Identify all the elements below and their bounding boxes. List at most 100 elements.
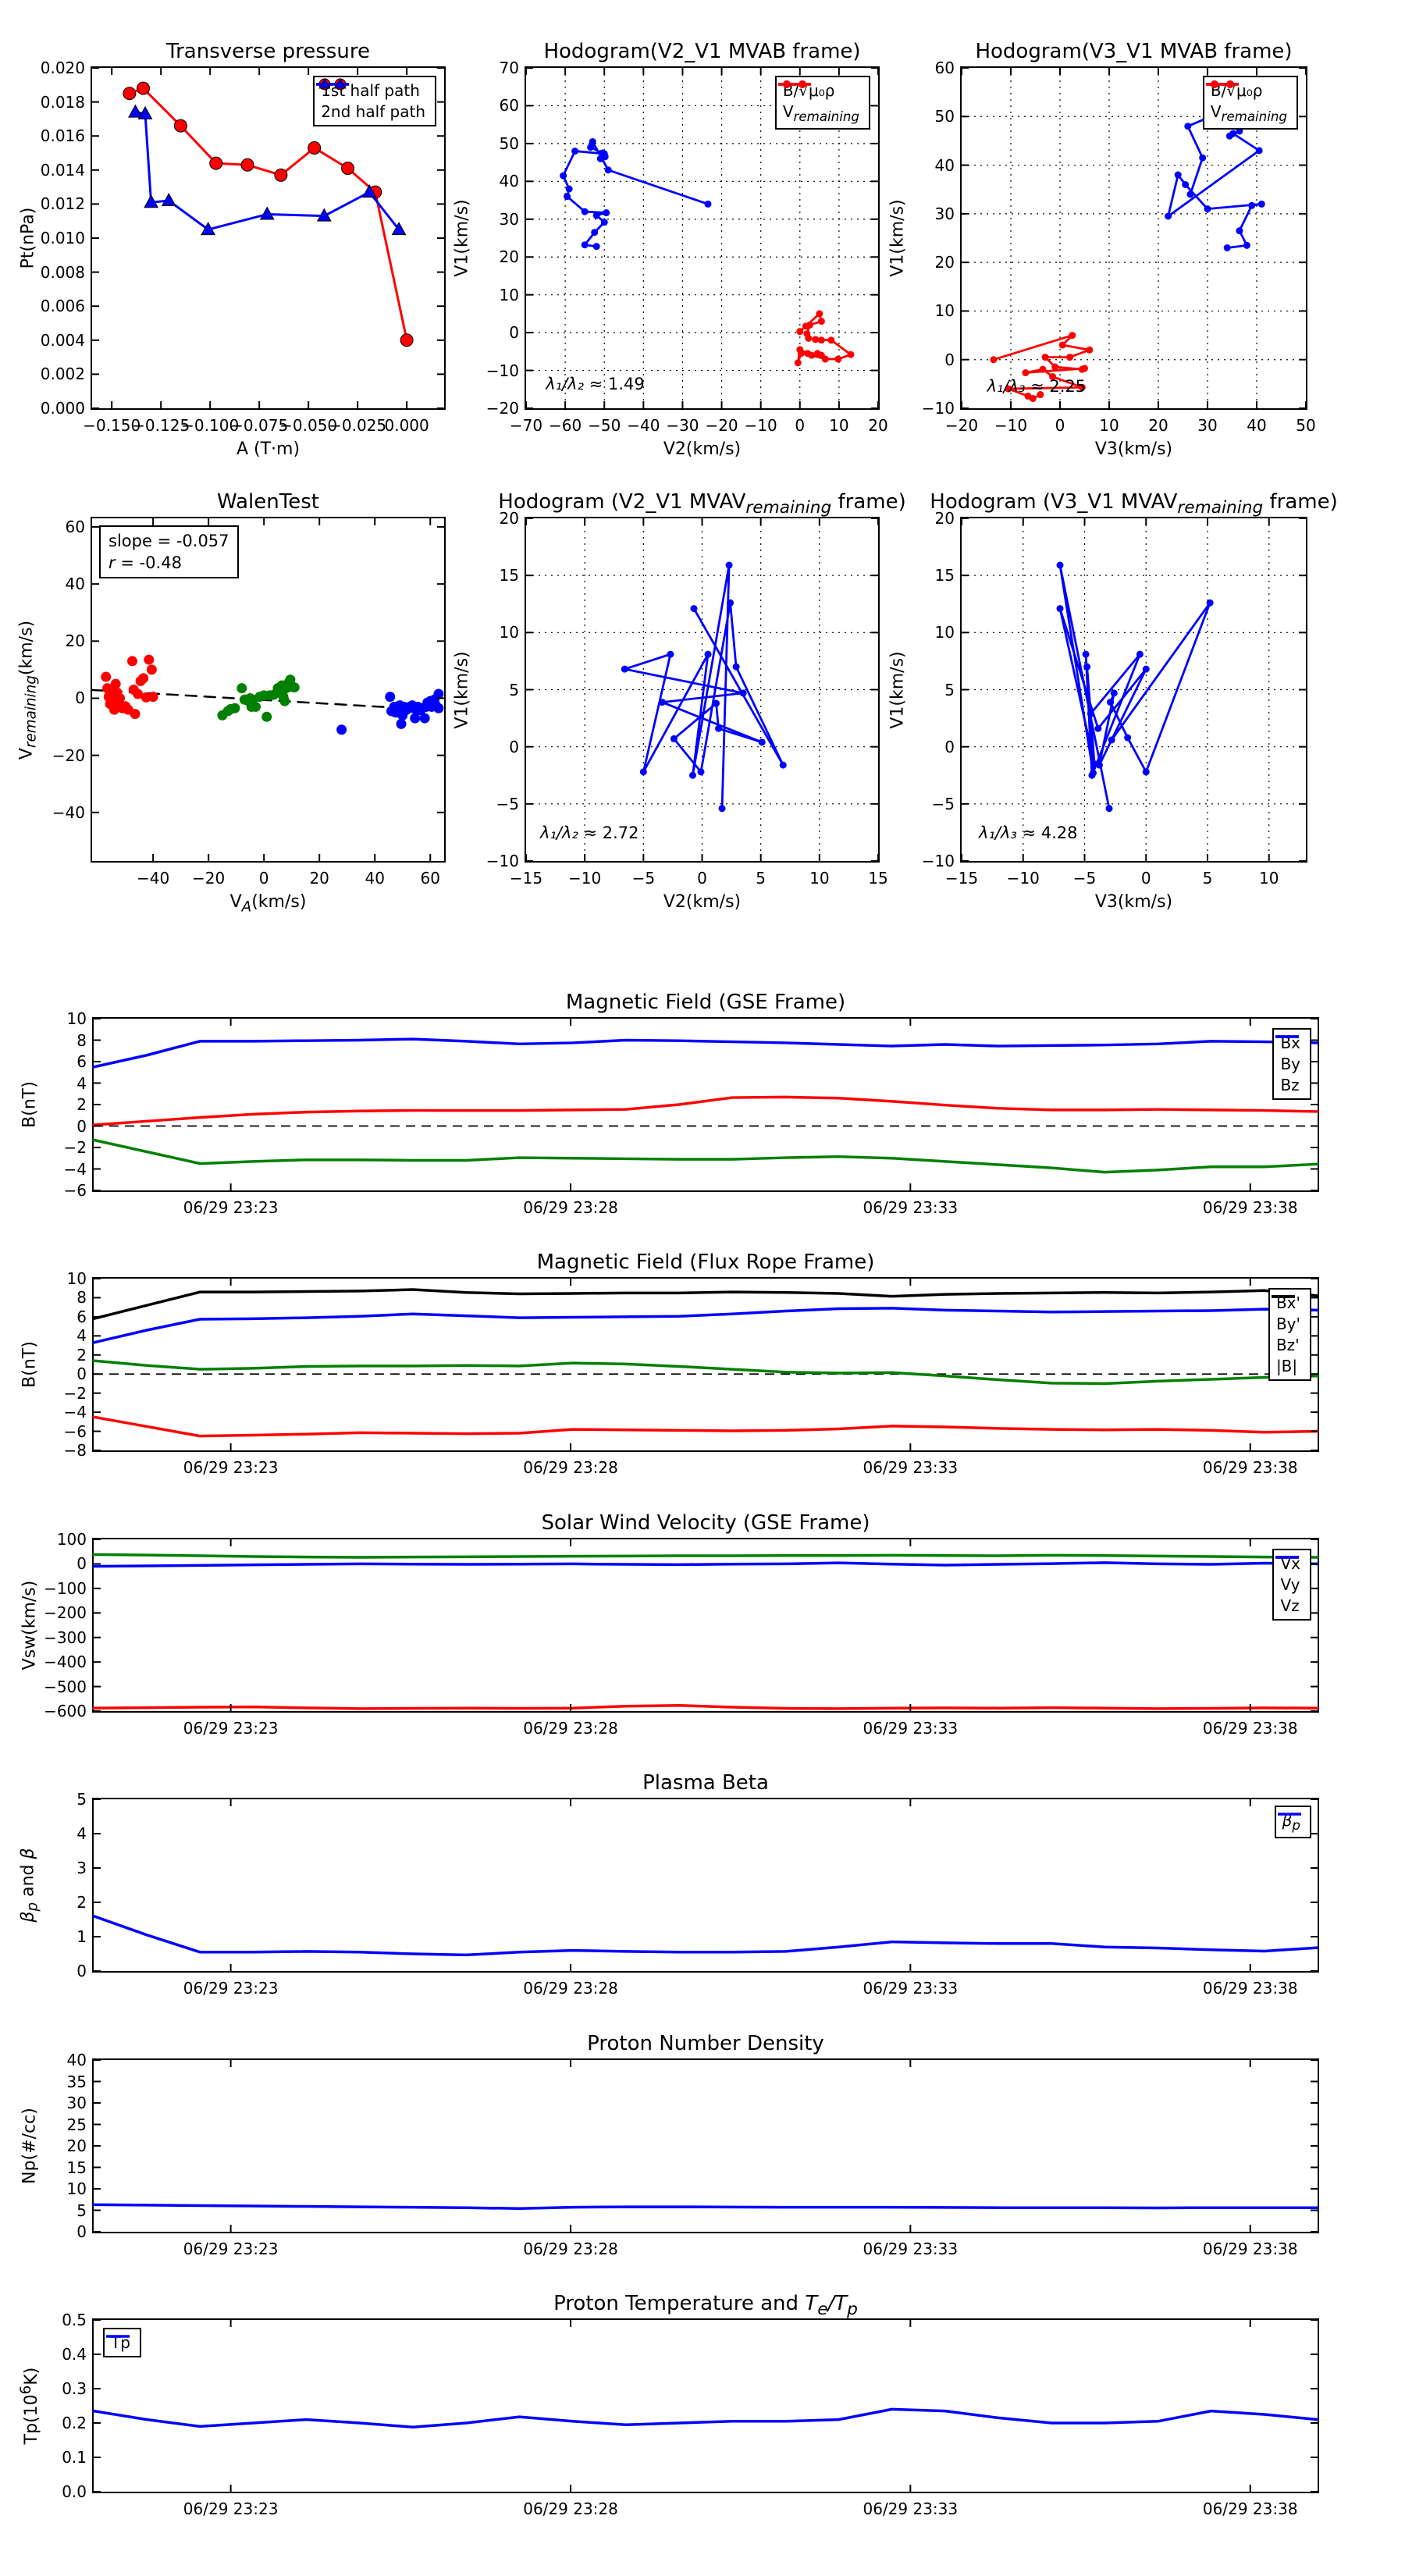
hodogram-v3v1-mvab-ytick-label: 10 [934,301,955,321]
hodogram-v3v1-mvab-xtick-label: 10 [1099,416,1119,435]
magnetic-field-gse-legend-item: Bz [1275,1035,1300,1094]
hodogram-v2v1-mvab-canvas [525,67,879,409]
proton-temperature-ylabel: Tp(106K) [17,2367,42,2445]
solar-wind-velocity-ytick-label: −200 [44,1603,87,1623]
hodogram-v3v1-mvab-ytick-label: 30 [934,204,955,223]
plasma-beta-canvas [92,1799,1319,1972]
solar-wind-velocity-legend-label: Vz [1280,1596,1300,1615]
hodogram-v2v1-mvab-xtick-label: −50 [588,416,621,435]
proton-number-density-xtick-label: 06/29 23:28 [523,2240,618,2258]
hodogram-v2v1-mvab-xtick-label: 0 [795,416,806,435]
hodogram-v3v1-mvav-xtick-label: 10 [1259,869,1279,888]
magnetic-field-gse-ytick-label: −4 [63,1159,87,1179]
hodogram-v2v1-mvav-xtick-label: −15 [509,869,543,888]
walen-test-xtick-label: 0 [258,869,269,888]
magnetic-field-gse-ylabel: B(nT) [20,1081,40,1128]
magnetic-field-gse-ytick-label: 10 [66,1009,87,1028]
magnetic-field-gse-legend-item: By [1275,1035,1300,1073]
hodogram-v3v1-mvab-xtick-label: 20 [1148,416,1168,435]
hodogram-v2v1-mvab-xtick-label: −30 [666,416,699,435]
2nd half path-legend-line [316,77,350,89]
hodogram-v2v1-mvav-ytick-label: 0 [509,737,519,756]
walen-test-ylabel: Vremaining(km/s) [16,620,40,760]
hodogram-v3v1-mvav-xtick-label: 5 [1202,869,1213,888]
hodogram-v3v1-mvav-ytick-label: −5 [931,794,955,813]
hodogram-v3v1-mvav-xtick-label: −10 [1006,869,1040,888]
plasma-beta-ytick-label: 4 [76,1824,87,1843]
walen-test-ytick-label: 60 [65,517,85,536]
magnetic-field-flux-rope-ytick-label: 2 [76,1345,87,1364]
plasma-beta-ytick-label: 5 [76,1790,87,1809]
transverse-pressure-ytick-label: 0.020 [40,59,85,77]
solar-wind-velocity-legend-item: Vy [1275,1556,1300,1594]
hodogram-v2v1-mvav-ytick-label: −10 [486,852,519,870]
hodogram-v2v1-mvav-xtick-label: 5 [756,869,767,888]
hodogram-v3v1-mvav-xtick-label: −15 [944,869,979,888]
walen-test-annotation-0: slope = -0.057 r = -0.48 [99,525,239,579]
hodogram-v2v1-mvab-ytick-label: 30 [499,209,519,229]
transverse-pressure-title: Transverse pressure [166,40,370,63]
hodogram-v3v1-mvab-legend-item: Vremaining [1205,80,1287,124]
magnetic-field-gse-ytick-label: 0 [76,1116,87,1136]
walen-test-xtick-label: 40 [365,869,385,888]
hodogram-v3v1-mvab-xtick-label: 40 [1247,416,1267,435]
proton-number-density-xtick-label: 06/29 23:23 [183,2240,279,2258]
solar-wind-velocity-ytick-label: 100 [56,1530,87,1549]
magnetic-field-flux-rope-legend: Bx' By' Bz' |B| [1268,1288,1311,1381]
plasma-beta-xtick-label: 06/29 23:28 [523,1979,618,1998]
magnetic-field-gse-xtick-label: 06/29 23:33 [863,1198,959,1217]
hodogram-v2v1-mvav-xtick-label: 0 [697,869,707,888]
hodogram-v2v1-mvav-ytick-label: 5 [509,680,519,699]
Vremaining-legend-line [777,80,811,88]
hodogram-v2v1-mvav-xtick-label: −5 [631,869,656,888]
proton-temperature-xtick-label: 06/29 23:38 [1202,2500,1298,2518]
hodogram-v2v1-mvab-xtick-label: −70 [509,416,543,435]
hodogram-v3v1-mvav-title: Hodogram (V3_V1 MVAVremaining frame) [930,490,1338,518]
walen-test-ytick-label: −40 [52,802,85,822]
proton-temperature-title: Proton Temperature and Te/Tp [553,2292,858,2320]
magnetic-field-flux-rope-legend-item: |B| [1271,1295,1300,1375]
transverse-pressure-xtick-label: −0.025 [329,416,387,435]
proton-number-density-ytick-label: 35 [66,2072,87,2091]
magnetic-field-flux-rope-ytick-label: 10 [66,1269,87,1288]
proton-number-density-ytick-label: 30 [66,2094,87,2112]
transverse-pressure-xtick-label: −0.075 [230,416,289,435]
proton-number-density-ytick-label: 0 [76,2222,87,2241]
transverse-pressure-ytick-label: 0.002 [40,365,85,384]
solar-wind-velocity-xtick-label: 06/29 23:28 [523,1719,618,1738]
plasma-beta-ylabel: βp and β [18,1848,41,1923]
magnetic-field-gse-xtick-label: 06/29 23:23 [183,1198,279,1217]
hodogram-v2v1-mvab-title: Hodogram(V2_V1 MVAB frame) [543,40,861,63]
hodogram-v3v1-mvab-legend: B/√μ₀ρ Vremaining [1202,76,1298,130]
hodogram-v3v1-mvav-xlabel: V3(km/s) [1094,892,1173,912]
plasma-beta-title: Plasma Beta [642,1771,769,1795]
transverse-pressure-ytick-label: 0.010 [40,229,85,247]
proton-temperature-ytick-label: 0.4 [62,2345,87,2364]
magnetic-field-gse-plot: 06/29 23:23 06/29 23:28 06/29 23:33 06/29 2… [20,991,1319,1217]
hodogram-v2v1-mvav-xlabel: V2(km/s) [663,892,742,912]
hodogram-v2v1-mvab-xtick-label: −40 [627,416,660,435]
magnetic-field-gse-xtick-label: 06/29 23:38 [1202,1198,1298,1217]
magnetic-field-flux-rope-ytick-label: 8 [76,1288,87,1308]
proton-temperature-ytick-label: 0.2 [62,2414,87,2432]
plasma-beta-xtick-label: 06/29 23:38 [1202,1979,1298,1998]
magnetic-field-flux-rope-ytick-label: −6 [63,1421,87,1441]
transverse-pressure-ytick-label: 0.012 [40,194,85,214]
hodogram-v2v1-mvav-annotation-0: λ₁/λ₂ ≈ 2.72 [540,823,639,842]
plasma-beta-legend-label: βp [1282,1811,1300,1833]
magnetic-field-gse-canvas [92,1018,1319,1191]
hodogram-v3v1-mvav-plot: −15 −10 −5 0 5 10 −10 −5 0 5 10 15 20 Hodogram (V3_V1… [888,490,1338,912]
transverse-pressure-legend-item: 2nd half path [316,77,425,121]
hodogram-v2v1-mvav-ytick-label: 20 [499,509,519,528]
solar-wind-velocity-canvas [92,1539,1319,1712]
magnetic-field-flux-rope-xtick-label: 06/29 23:28 [523,1458,618,1477]
walen-test-ytick-label: −20 [52,745,85,765]
Vz-legend-line [1275,1556,1300,1559]
hodogram-v3v1-mvav-canvas [961,518,1306,862]
walen-test-xtick-label: −40 [137,869,170,888]
hodogram-v2v1-mvab-annotation-0: λ₁/λ₂ ≈ 1.49 [546,374,645,393]
transverse-pressure-legend-label: 2nd half path [321,102,425,121]
hodogram-v3v1-mvab-xtick-label: 0 [1055,416,1065,435]
hodogram-v3v1-mvab-ytick-label: 50 [934,107,955,126]
